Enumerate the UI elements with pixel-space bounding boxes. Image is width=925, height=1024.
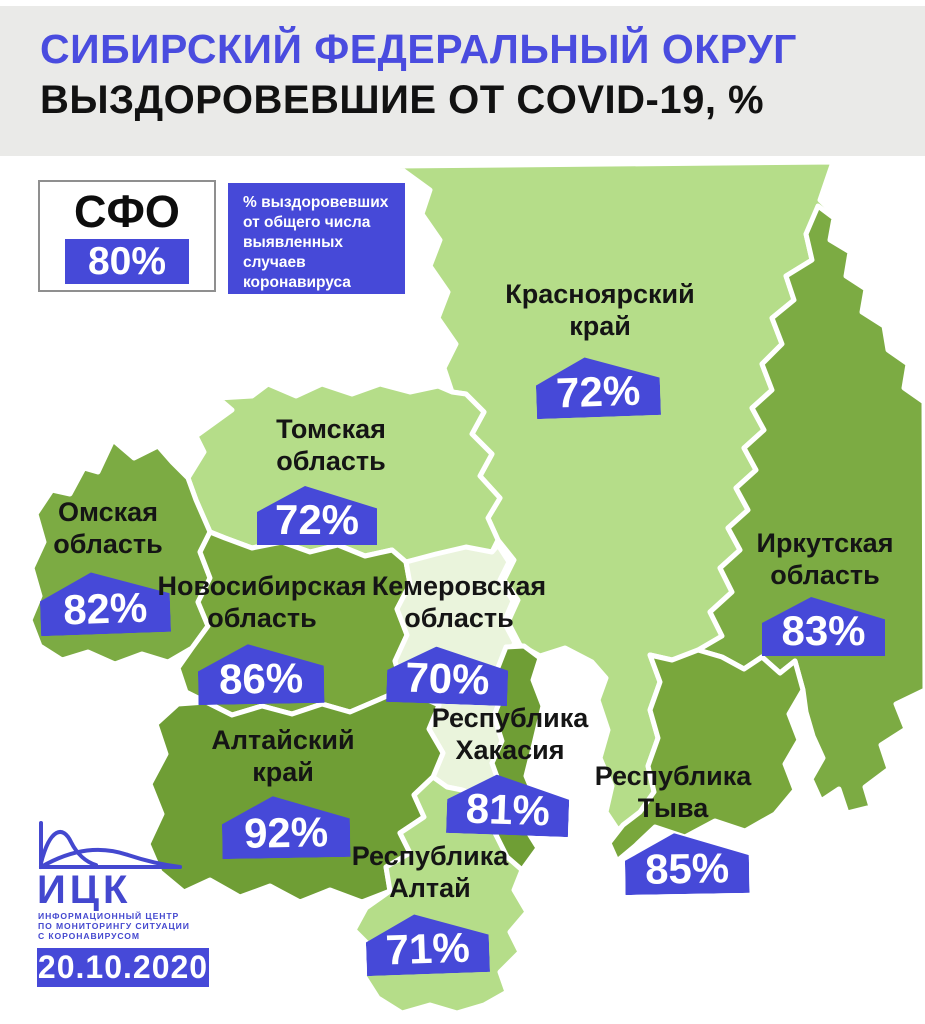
- value-badge-text: 83%: [781, 607, 866, 654]
- logo-subtitle: ИНФОРМАЦИОННЫЙ ЦЕНТР ПО МОНИТОРИНГУ СИТУ…: [38, 911, 190, 941]
- value-badge-text: 70%: [404, 653, 491, 704]
- region-label-irkutsk: Иркутская область: [665, 527, 925, 592]
- legend-note-box: % выздоровевших от общего числа выявленн…: [228, 183, 405, 294]
- legend-note-line: % выздоровевших: [243, 194, 389, 211]
- page-title-subject: ВЫЗДОРОВЕВШИЕ ОТ COVID-19, %: [40, 78, 765, 122]
- region-label-line: Омская: [58, 497, 158, 527]
- value-badge-text: 85%: [644, 844, 730, 893]
- region-label-omsk: Омская область: [0, 496, 268, 561]
- region-label-line: Красноярский: [505, 279, 695, 309]
- logo-subtitle-line: ИНФОРМАЦИОННЫЙ ЦЕНТР: [38, 911, 180, 921]
- region-label-line: Алтайский: [211, 725, 355, 755]
- region-label-line: Тыва: [637, 793, 709, 824]
- value-badge-text: 72%: [274, 496, 360, 543]
- district-total-box: СФО 80%: [38, 180, 216, 292]
- epidemic-curves-icon: [39, 821, 182, 869]
- region-label-line: Иркутская: [756, 528, 894, 558]
- region-label-altai-rep: Республика Алтай: [270, 840, 590, 905]
- region-label-line: край: [569, 311, 631, 342]
- region-label-line: Алтай: [389, 873, 471, 904]
- region-label-kemerovo: Кемеровская область: [299, 570, 619, 635]
- logo-abbr: ИЦК: [37, 868, 132, 912]
- district-code: СФО: [74, 186, 180, 237]
- region-label-line: Республика: [431, 703, 589, 733]
- logo-subtitle-line: С КОРОНАВИРУСОМ: [38, 930, 140, 941]
- region-label-line: область: [770, 560, 880, 591]
- legend-note-line: выявленных: [243, 234, 343, 251]
- region-label-line: край: [252, 757, 314, 788]
- region-shape-tyva: [606, 647, 806, 864]
- legend-note-line: случаев: [243, 254, 306, 271]
- logo-subtitle-line: ПО МОНИТОРИНГУ СИТУАЦИИ: [38, 920, 190, 931]
- region-label-line: область: [404, 603, 514, 634]
- region-label-line: Томская: [276, 414, 386, 444]
- region-label-khakassia: Республика Хакасия: [350, 702, 670, 767]
- region-label-line: область: [276, 446, 386, 477]
- region-label-line: Хакасия: [455, 735, 565, 766]
- region-label-line: область: [53, 529, 163, 560]
- date-badge: 20.10.2020: [37, 948, 209, 987]
- region-label-tomsk: Томская область: [171, 413, 491, 478]
- legend-note-line: коронавируса: [243, 274, 351, 291]
- region-label-line: Республика: [594, 761, 752, 791]
- region-label-novosibirsk: Новосибирская область: [102, 570, 422, 635]
- region-label-line: область: [207, 603, 317, 634]
- region-label-altai-krai: Алтайский край: [123, 724, 443, 789]
- region-label-line: Кемеровская: [371, 571, 547, 601]
- value-badge-text: 86%: [218, 654, 304, 703]
- value-badge-text: 71%: [384, 923, 471, 974]
- district-total-value: 80%: [65, 239, 189, 284]
- header-band: СИБИРСКИЙ ФЕДЕРАЛЬНЫЙ ОКРУГ ВЫЗДОРОВЕВШИ…: [0, 6, 925, 156]
- page-title-district: СИБИРСКИЙ ФЕДЕРАЛЬНЫЙ ОКРУГ: [40, 26, 797, 72]
- value-badge-text: 72%: [555, 366, 641, 417]
- region-label-line: Новосибирская: [157, 571, 367, 601]
- legend-note-line: от общего числа: [243, 214, 371, 231]
- region-label-tyva: Республика Тыва: [513, 760, 833, 825]
- region-label-krasnoyarsk: Красноярский край: [440, 278, 760, 343]
- region-label-line: Республика: [351, 841, 509, 871]
